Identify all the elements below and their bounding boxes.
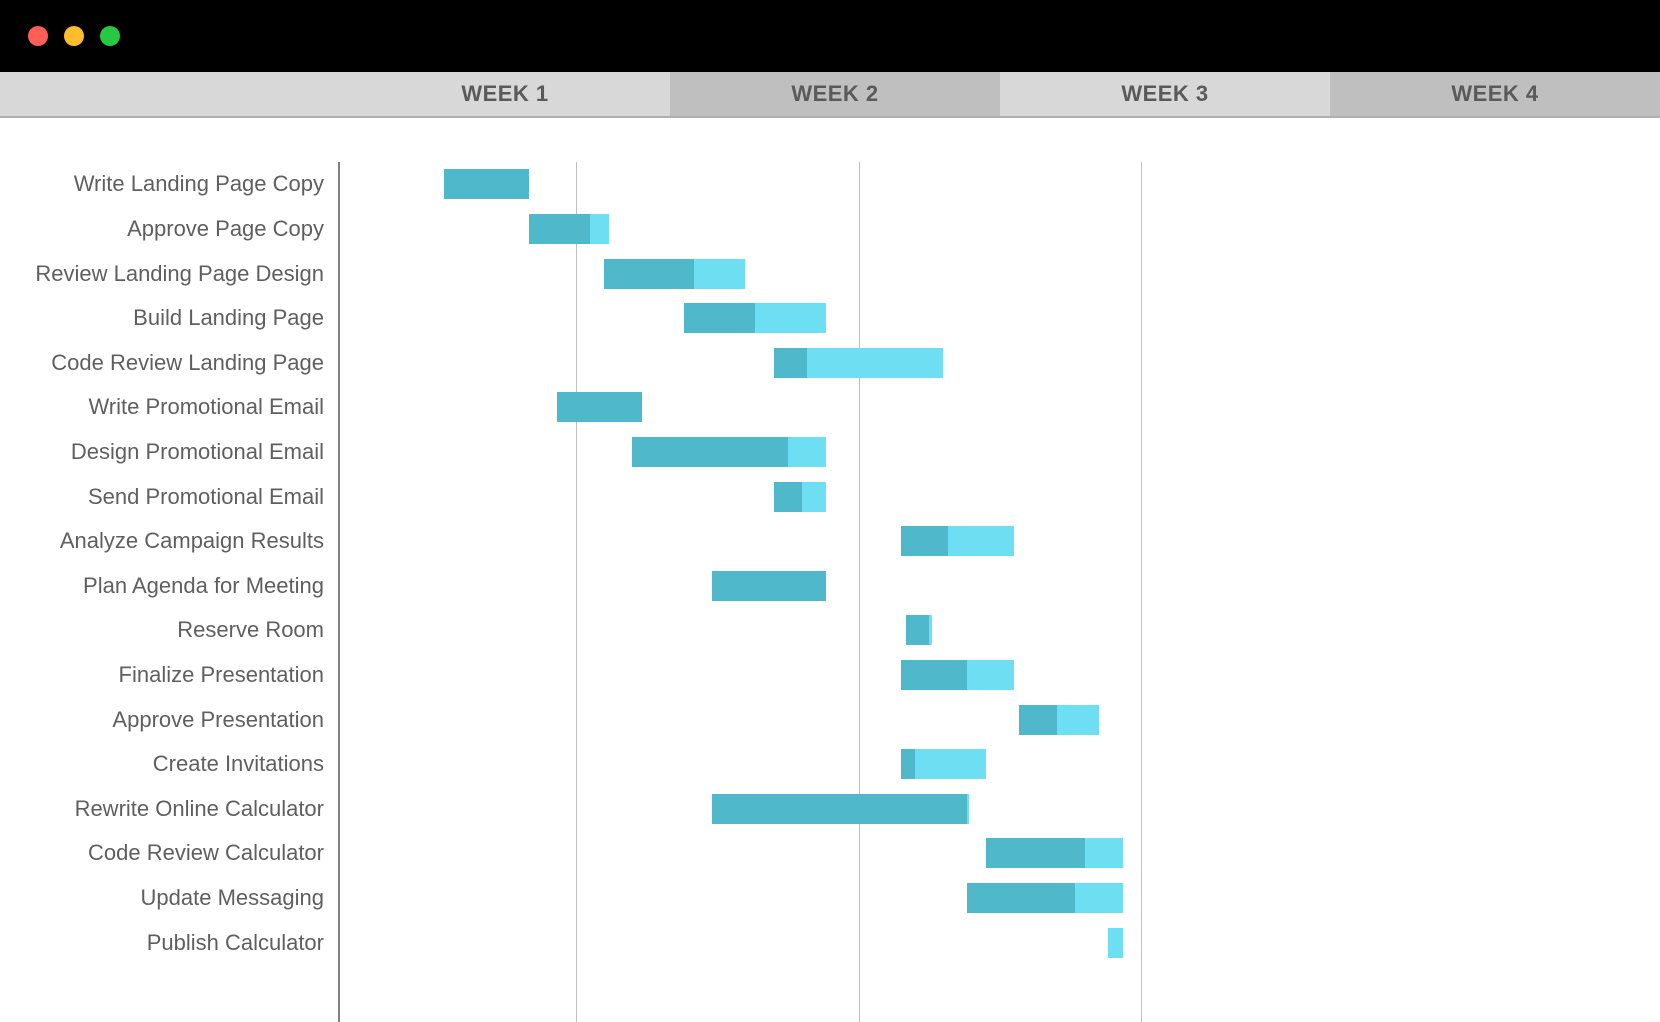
task-label: Build Landing Page (133, 305, 324, 331)
week-header-row: WEEK 1WEEK 2WEEK 3WEEK 4 (0, 72, 1660, 118)
task-label: Write Landing Page Copy (74, 171, 324, 197)
week-header-cell: WEEK 1 (340, 72, 670, 116)
task-label: Design Promotional Email (71, 439, 324, 465)
gantt-bar-progress (557, 392, 642, 422)
week-gridline (859, 162, 860, 1022)
window-titlebar (0, 0, 1660, 72)
task-label: Write Promotional Email (88, 394, 324, 420)
gantt-bar-progress (712, 571, 825, 601)
task-label: Code Review Calculator (88, 840, 324, 866)
gantt-bar[interactable] (901, 660, 1014, 690)
task-label: Approve Page Copy (127, 216, 324, 242)
gantt-bar[interactable] (557, 392, 642, 422)
task-label: Review Landing Page Design (35, 261, 324, 287)
gantt-bar[interactable] (712, 571, 825, 601)
close-icon[interactable] (28, 26, 48, 46)
gantt-bar-progress (774, 348, 807, 378)
gantt-bar[interactable] (774, 482, 826, 512)
gantt-bar-progress (604, 259, 694, 289)
gantt-bar[interactable] (712, 794, 969, 824)
gantt-bar-progress (529, 214, 590, 244)
gantt-bar[interactable] (901, 749, 986, 779)
gantt-bar-progress (774, 482, 802, 512)
week-header-spacer (0, 72, 340, 116)
gantt-bar-progress (901, 526, 948, 556)
task-label: Plan Agenda for Meeting (83, 573, 324, 599)
gantt-bar[interactable] (444, 169, 529, 199)
gantt-bar[interactable] (901, 526, 1014, 556)
gantt-bar-progress (1019, 705, 1057, 735)
gantt-chart: Write Landing Page Copy Approve Page Copy… (0, 162, 1660, 1022)
gantt-bar-progress (901, 660, 967, 690)
gantt-bar-progress (906, 615, 930, 645)
task-label: Create Invitations (153, 751, 324, 777)
gantt-bar-progress (632, 437, 788, 467)
week-header-cell: WEEK 3 (1000, 72, 1330, 116)
gantt-bar[interactable] (632, 437, 825, 467)
gantt-bar[interactable] (906, 615, 932, 645)
gantt-bar-progress (967, 883, 1075, 913)
task-label: Code Review Landing Page (51, 350, 324, 376)
task-label-column: Write Landing Page Copy Approve Page Copy… (0, 162, 340, 1022)
task-label: Send Promotional Email (88, 484, 324, 510)
task-label: Reserve Room (177, 617, 324, 643)
week-header-cell: WEEK 2 (670, 72, 1000, 116)
gantt-bar[interactable] (1019, 705, 1099, 735)
gantt-bar[interactable] (1108, 928, 1122, 958)
task-label: Approve Presentation (112, 707, 324, 733)
gantt-bar[interactable] (774, 348, 944, 378)
maximize-icon[interactable] (100, 26, 120, 46)
week-gridline (1141, 162, 1142, 1022)
task-label: Analyze Campaign Results (60, 528, 324, 554)
task-label: Rewrite Online Calculator (75, 796, 324, 822)
gantt-bar[interactable] (529, 214, 609, 244)
gantt-timeline (340, 162, 1660, 1022)
gantt-bar[interactable] (967, 883, 1123, 913)
gantt-bar-progress (444, 169, 529, 199)
gantt-bar-progress (712, 794, 967, 824)
gantt-bar[interactable] (684, 303, 825, 333)
gantt-bar-progress (684, 303, 755, 333)
gantt-bar[interactable] (986, 838, 1123, 868)
task-label: Publish Calculator (147, 930, 324, 956)
task-label: Finalize Presentation (119, 662, 324, 688)
gantt-bar[interactable] (604, 259, 745, 289)
week-header-cell: WEEK 4 (1330, 72, 1660, 116)
minimize-icon[interactable] (64, 26, 84, 46)
gantt-bar-progress (901, 749, 915, 779)
task-label: Update Messaging (141, 885, 324, 911)
week-gridline (576, 162, 577, 1022)
gantt-bar-progress (986, 838, 1085, 868)
